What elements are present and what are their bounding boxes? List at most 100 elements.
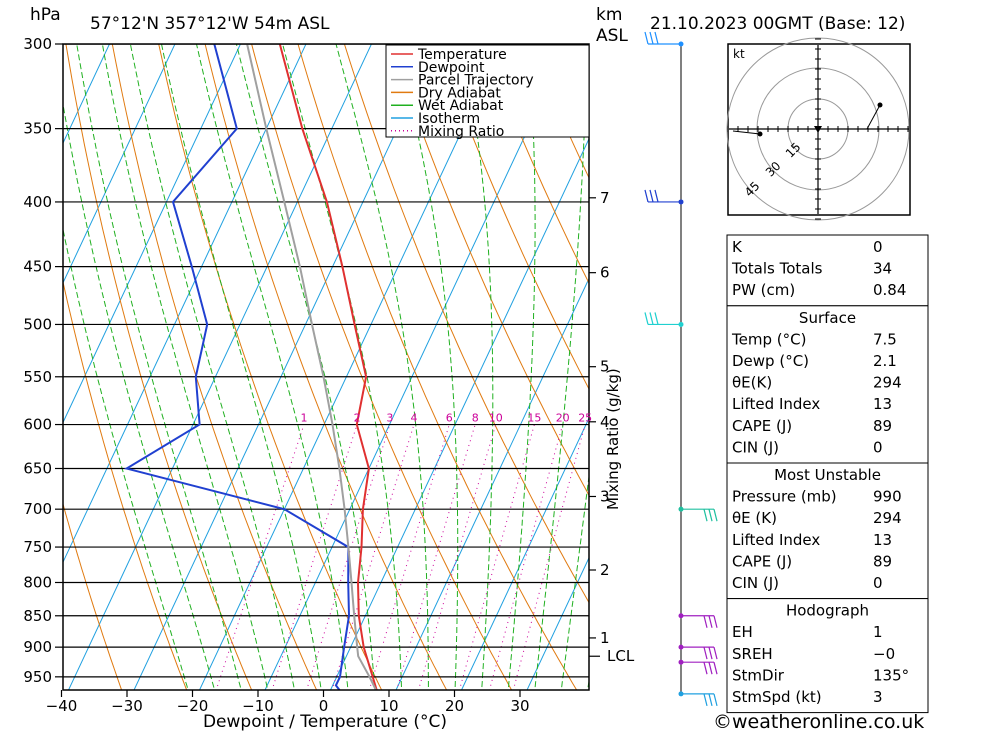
pressure-tick-label: 450 bbox=[23, 258, 52, 276]
table-block bbox=[726, 462, 929, 600]
wet-adiabat-line bbox=[335, 44, 429, 690]
table-title: Hodograph bbox=[786, 602, 869, 620]
km-tick-label: 6 bbox=[600, 264, 610, 282]
table-row-value: 294 bbox=[873, 374, 902, 392]
dry-adiabat-line bbox=[390, 44, 589, 497]
asl-label: ASL bbox=[596, 26, 628, 46]
isotherm-line bbox=[329, 137, 589, 690]
pressure-unit-label: hPa bbox=[30, 5, 61, 25]
table-row-value: 2.1 bbox=[873, 352, 897, 370]
table-row-label: θE (K) bbox=[732, 509, 777, 527]
legend-entry: Parcel Trajectory bbox=[418, 73, 534, 89]
legend-entry: Isotherm bbox=[418, 111, 480, 127]
stability-tables: K 0 Totals Totals 34 PW (cm) 0.84 Surface Temp … bbox=[726, 234, 929, 714]
mixing-ratio-line bbox=[368, 424, 450, 690]
km-tick-label: 2 bbox=[600, 561, 610, 579]
pressure-tick-label: 900 bbox=[23, 638, 52, 656]
table-row-value: 13 bbox=[873, 531, 892, 549]
datetime-label: 21.10.2023 00GMT (Base: 12) bbox=[650, 14, 905, 34]
wet-adiabat-line bbox=[160, 44, 322, 690]
table-row-value: 0.84 bbox=[873, 281, 906, 299]
isotherm-line bbox=[63, 44, 176, 284]
pressure-tick-label: 500 bbox=[23, 315, 52, 333]
km-tick-label: 5 bbox=[600, 358, 610, 376]
temperature-tick-label: 0 bbox=[319, 697, 329, 715]
table-row-label: Dewp (°C) bbox=[732, 352, 809, 370]
table-row-label: CAPE (J) bbox=[732, 552, 792, 570]
wind-barb bbox=[678, 691, 718, 707]
table-row-label: θE(K) bbox=[732, 374, 772, 392]
table-row-label: CIN (J) bbox=[732, 574, 779, 592]
dry-adiabat-line bbox=[63, 279, 188, 690]
km-tick-label: 3 bbox=[600, 487, 610, 505]
table-row-label: K bbox=[732, 238, 743, 256]
pressure-tick-label: 600 bbox=[23, 416, 52, 434]
x-axis-label: Dewpoint / Temperature (°C) bbox=[203, 712, 447, 732]
dry-adiabat-line bbox=[483, 44, 589, 285]
isotherm-line bbox=[67, 44, 373, 690]
isotherm-line bbox=[133, 44, 438, 690]
isotherm-line bbox=[460, 417, 589, 690]
legend-entry: Temperature bbox=[417, 47, 507, 63]
table-row-value: 0 bbox=[873, 238, 883, 256]
isotherm-line bbox=[526, 556, 589, 690]
hodograph-trace bbox=[732, 104, 881, 135]
wind-barb bbox=[678, 506, 718, 522]
mixing-ratio-label: 4 bbox=[411, 412, 418, 425]
mixing-ratio-line bbox=[215, 424, 305, 690]
storm-motion-marker bbox=[814, 126, 822, 133]
temperature-tick-label: −40 bbox=[46, 697, 78, 715]
table-row-label: Totals Totals bbox=[731, 260, 823, 278]
dry-adiabat-line bbox=[982, 25, 1000, 694]
wind-barb bbox=[678, 659, 718, 675]
table-row-label: CAPE (J) bbox=[732, 417, 792, 435]
table-row-label: Temp (°C) bbox=[731, 330, 806, 348]
pressure-tick-label: 950 bbox=[23, 668, 52, 686]
temperature-tick-label: −30 bbox=[111, 697, 143, 715]
table-row-value: 89 bbox=[873, 417, 892, 435]
pressure-tick-label: 850 bbox=[23, 607, 52, 625]
isotherm-line bbox=[63, 44, 242, 424]
table-row-value: 13 bbox=[873, 395, 892, 413]
wind-barb bbox=[644, 31, 684, 47]
mixing-ratio-label: 20 bbox=[556, 412, 570, 425]
dry-adiabat-line bbox=[936, 25, 1000, 694]
mixing-ratio-line bbox=[396, 424, 476, 690]
wind-barb bbox=[644, 312, 684, 327]
table-row-value: 135° bbox=[873, 666, 909, 684]
table-row-value: 1 bbox=[873, 623, 883, 641]
legend-entry: Mixing Ratio bbox=[418, 124, 504, 140]
legend-entry: Dry Adiabat bbox=[418, 85, 501, 101]
mixing-ratio-label: 6 bbox=[446, 412, 453, 425]
table-row-label: EH bbox=[732, 623, 753, 641]
mixing-ratio-line bbox=[331, 424, 415, 690]
mixing-ratio-line bbox=[458, 424, 535, 690]
table-row-label: SREH bbox=[732, 645, 773, 663]
isotherm-line bbox=[63, 44, 307, 564]
temperature-line bbox=[278, 44, 378, 690]
mixing-ratio-label: 10 bbox=[489, 412, 503, 425]
table-row-label: PW (cm) bbox=[732, 281, 795, 299]
mixing-ratio-label: 1 bbox=[301, 412, 308, 425]
table-block bbox=[726, 598, 929, 714]
legend-entry: Wet Adiabat bbox=[418, 98, 504, 114]
isotherm-line bbox=[264, 44, 569, 690]
wet-adiabat-line bbox=[63, 101, 216, 690]
table-row-value: 294 bbox=[873, 509, 902, 527]
temperature-tick-label: −10 bbox=[242, 697, 274, 715]
table-title: Surface bbox=[799, 309, 856, 327]
km-tick-label: 4 bbox=[600, 413, 610, 431]
dry-adiabat-line bbox=[343, 44, 589, 604]
table-row-value: 89 bbox=[873, 552, 892, 570]
wet-adiabat-line bbox=[129, 44, 295, 690]
mixing-ratio-label: 25 bbox=[578, 412, 592, 425]
km-tick-label: 7 bbox=[600, 189, 610, 207]
legend-entry: Dewpoint bbox=[418, 60, 485, 76]
dry-adiabat-line bbox=[158, 44, 383, 690]
temperature-tick-label: 20 bbox=[445, 697, 464, 715]
table-row-value: 0 bbox=[873, 574, 883, 592]
location-label: 57°12'N 357°12'W 54m ASL bbox=[90, 14, 330, 34]
table-row-label: CIN (J) bbox=[732, 438, 779, 456]
table-row-label: StmDir bbox=[732, 666, 785, 684]
wet-adiabat-line bbox=[195, 44, 349, 690]
